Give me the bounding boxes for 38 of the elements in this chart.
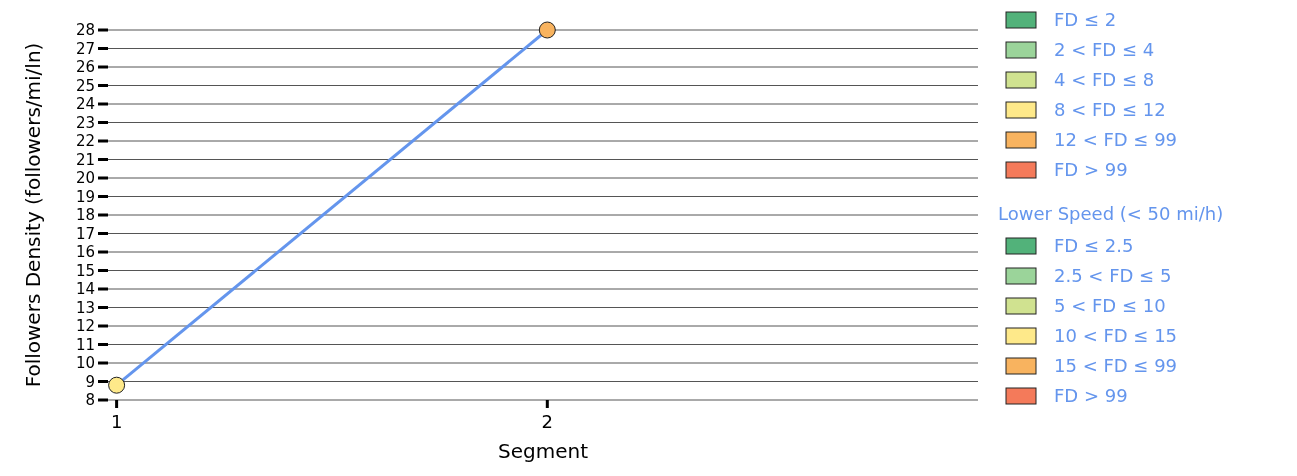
y-tick-label: 23 xyxy=(75,113,95,132)
y-tick-label: 16 xyxy=(75,243,95,262)
y-tick-label: 9 xyxy=(85,372,95,391)
y-tick-label: 27 xyxy=(75,39,95,58)
y-tick-label: 22 xyxy=(75,132,95,151)
y-tick-label: 13 xyxy=(75,298,95,317)
legend-label: 2 < FD ≤ 4 xyxy=(1054,39,1155,60)
y-tick-label: 20 xyxy=(75,169,95,188)
x-axis-title: Segment xyxy=(498,439,589,463)
y-tick-label: 11 xyxy=(75,335,95,354)
y-tick-label: 25 xyxy=(75,76,95,95)
legend-label: 4 < FD ≤ 8 xyxy=(1054,69,1155,90)
legend-label: 15 < FD ≤ 99 xyxy=(1054,355,1178,376)
y-tick-label: 28 xyxy=(75,21,95,40)
x-tick-label: 1 xyxy=(110,411,123,432)
text: Lower Speed (< 50 mi/h) xyxy=(998,203,1224,224)
y-tick-label: 14 xyxy=(75,280,95,299)
y-tick-label: 10 xyxy=(75,354,95,373)
y-tick-label: 18 xyxy=(75,206,95,225)
y-tick-label: 12 xyxy=(75,317,95,336)
legend-label: FD ≤ 2 xyxy=(1054,9,1117,30)
legend-label: 8 < FD ≤ 12 xyxy=(1054,99,1166,120)
legend-label: FD > 99 xyxy=(1054,159,1128,180)
y-axis-title: Followers Density (followers/mi/ln) xyxy=(21,42,45,388)
y-tick-label: 21 xyxy=(75,150,95,169)
y-tick-label: 8 xyxy=(85,391,95,410)
y-tick-label: 15 xyxy=(75,261,95,280)
y-tick-label: 19 xyxy=(75,187,95,206)
x-tick-label: 2 xyxy=(541,411,554,432)
y-tick-label: 17 xyxy=(75,224,95,243)
legend-label: 5 < FD ≤ 10 xyxy=(1054,295,1166,316)
legend-label: 2.5 < FD ≤ 5 xyxy=(1054,265,1172,286)
legend-label: FD ≤ 2.5 xyxy=(1054,235,1134,256)
legend-label: 10 < FD ≤ 15 xyxy=(1054,325,1178,346)
legend-label: 12 < FD ≤ 99 xyxy=(1054,129,1178,150)
legend-label: FD > 99 xyxy=(1054,385,1128,406)
y-tick-label: 24 xyxy=(75,95,95,114)
y-tick-label: 26 xyxy=(75,58,95,77)
